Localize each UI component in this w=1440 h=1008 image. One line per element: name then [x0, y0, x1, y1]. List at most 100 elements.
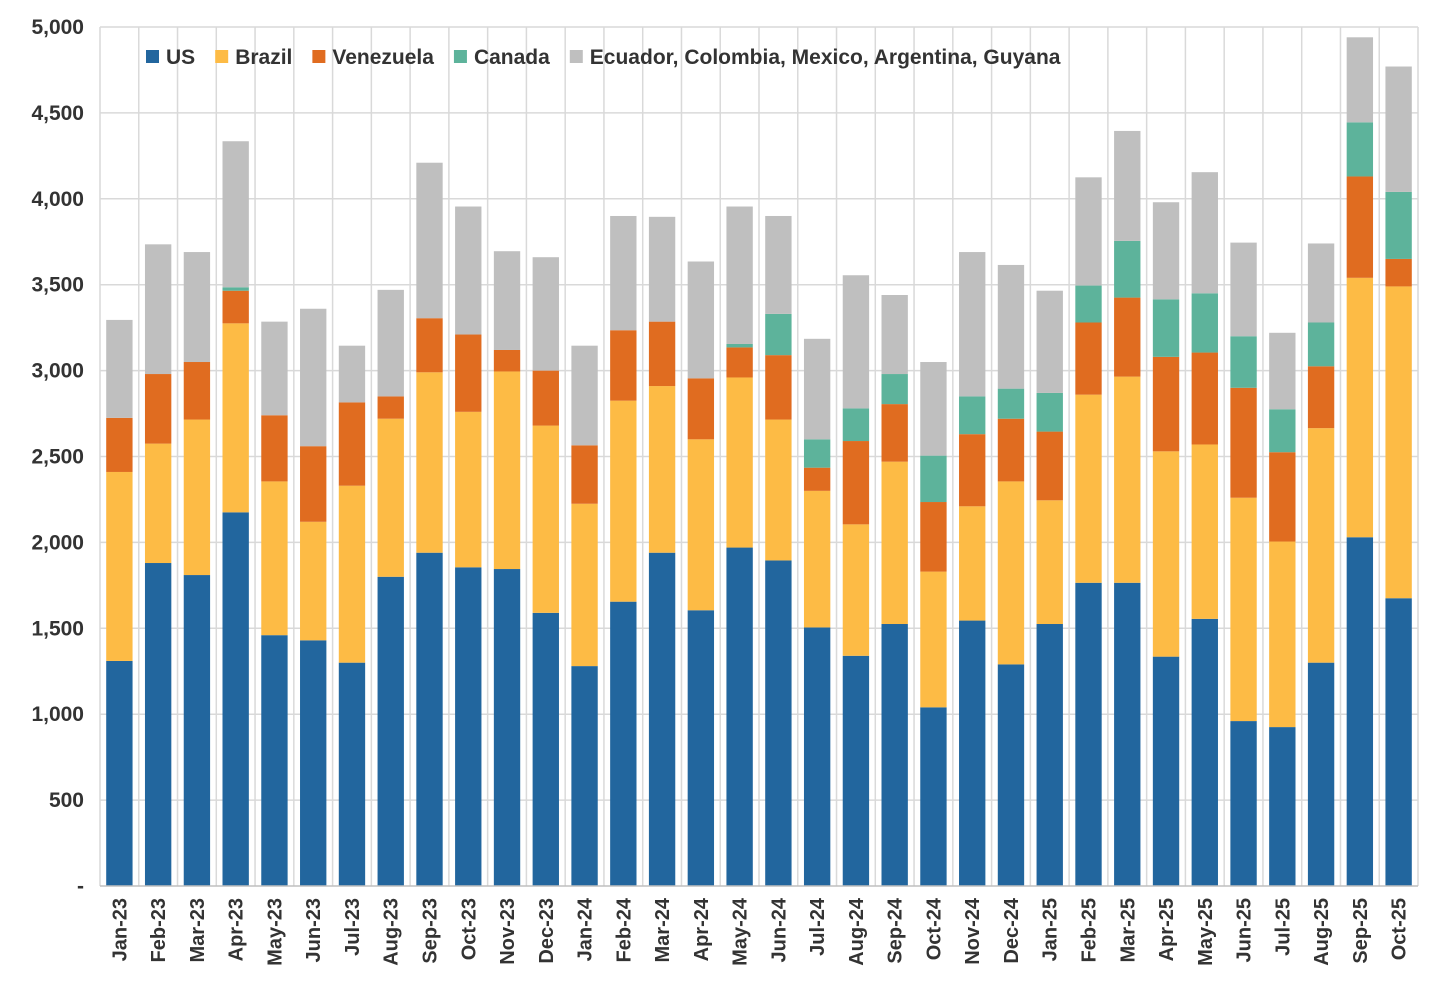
bar-ecuador-jan-25 — [1036, 290, 1063, 393]
bar-ecuador-jul-23 — [338, 345, 366, 403]
bar-venezuela-oct-25 — [1385, 258, 1412, 287]
legend-swatch — [569, 50, 583, 63]
bar-us-jun-25 — [1230, 721, 1257, 886]
x-tick-label: Jan-24 — [575, 897, 597, 961]
bar-ecuador-apr-25 — [1152, 202, 1180, 300]
bar-canada-oct-24 — [920, 455, 947, 503]
bar-brazil-jul-24 — [803, 490, 831, 628]
bars — [106, 37, 1412, 886]
x-tick-label: Apr-24 — [691, 897, 713, 961]
legend-item: Canada — [453, 46, 550, 69]
legend-label: Ecuador, Colombia, Mexico, Argentina, Gu… — [590, 46, 1061, 69]
bar-ecuador-oct-25 — [1385, 66, 1412, 192]
bar-ecuador-may-23 — [261, 321, 288, 416]
x-tick-label: Jan-23 — [109, 898, 131, 961]
bar-us-jul-24 — [803, 627, 831, 886]
bar-brazil-feb-25 — [1075, 394, 1102, 583]
x-tick-label: Jul-24 — [807, 897, 829, 956]
bar-us-dec-23 — [532, 612, 559, 886]
bar-ecuador-jan-23 — [106, 319, 133, 418]
bar-brazil-may-24 — [726, 377, 753, 548]
x-tick-label: Jan-25 — [1040, 898, 1062, 961]
bar-us-may-24 — [726, 547, 753, 886]
bar-ecuador-feb-25 — [1075, 177, 1102, 286]
bar-us-may-25 — [1191, 618, 1218, 886]
bar-canada-jul-25 — [1269, 409, 1296, 453]
bar-venezuela-jun-23 — [300, 446, 327, 522]
bar-ecuador-mar-24 — [648, 216, 676, 322]
bar-brazil-aug-23 — [377, 418, 404, 577]
bar-brazil-oct-24 — [920, 571, 947, 708]
bar-venezuela-may-25 — [1191, 352, 1218, 445]
x-tick-label: Oct-23 — [458, 898, 480, 960]
bar-venezuela-feb-24 — [610, 330, 637, 401]
bar-venezuela-dec-23 — [532, 370, 559, 426]
bar-brazil-may-23 — [261, 481, 288, 636]
bar-brazil-dec-23 — [532, 425, 559, 613]
bar-brazil-may-25 — [1191, 444, 1218, 619]
bar-brazil-jun-23 — [300, 521, 327, 641]
x-tick-label: Dec-23 — [536, 898, 558, 964]
x-tick-label: May-23 — [264, 898, 286, 966]
bar-venezuela-aug-23 — [377, 396, 404, 419]
bar-brazil-apr-24 — [687, 439, 715, 611]
bar-canada-may-24 — [726, 343, 753, 348]
x-tick-label: Jun-24 — [768, 897, 790, 962]
bar-ecuador-aug-25 — [1307, 243, 1335, 323]
bar-canada-jul-24 — [803, 439, 831, 468]
bar-ecuador-jul-25 — [1269, 332, 1296, 410]
y-tick-label: 1,500 — [31, 617, 84, 640]
bar-brazil-jul-23 — [338, 485, 366, 663]
y-tick-label: 3,500 — [31, 274, 84, 297]
bar-venezuela-may-24 — [726, 347, 753, 378]
bar-brazil-sep-25 — [1346, 277, 1374, 538]
bar-us-feb-24 — [610, 601, 637, 886]
bar-venezuela-mar-24 — [648, 321, 676, 387]
bar-brazil-dec-24 — [997, 481, 1025, 665]
bar-brazil-apr-25 — [1152, 451, 1180, 657]
x-tick-label: May-25 — [1195, 898, 1217, 966]
bar-canada-jun-25 — [1230, 336, 1257, 388]
bar-brazil-jan-24 — [571, 503, 598, 667]
bar-brazil-jul-25 — [1269, 541, 1296, 728]
bar-venezuela-apr-25 — [1152, 356, 1180, 452]
x-tick-label: Mar-23 — [187, 898, 209, 962]
bar-ecuador-aug-24 — [842, 275, 870, 409]
x-tick-label: Mar-25 — [1117, 898, 1139, 962]
x-tick-label: Sep-23 — [420, 898, 442, 964]
bar-us-feb-25 — [1075, 582, 1102, 886]
bar-brazil-jan-23 — [106, 471, 133, 661]
bar-ecuador-apr-24 — [687, 261, 715, 379]
bar-ecuador-apr-23 — [222, 141, 249, 288]
legend-swatch — [453, 50, 467, 63]
bar-canada-jan-25 — [1036, 392, 1063, 432]
legend-swatch — [146, 50, 159, 63]
bar-venezuela-feb-23 — [144, 374, 172, 444]
bar-us-nov-24 — [959, 620, 986, 886]
y-tick-label: 2,000 — [31, 531, 84, 554]
bar-ecuador-dec-24 — [997, 264, 1025, 389]
bar-brazil-nov-24 — [959, 506, 986, 621]
x-tick-label: Dec-24 — [1001, 897, 1023, 963]
bar-brazil-feb-24 — [610, 400, 637, 602]
bar-brazil-sep-24 — [881, 461, 908, 625]
x-tick-label: Apr-23 — [226, 898, 248, 961]
x-tick-label: Jun-25 — [1234, 898, 1256, 962]
bar-venezuela-nov-24 — [959, 434, 986, 507]
bar-ecuador-sep-23 — [416, 162, 443, 319]
x-tick-label: Aug-23 — [381, 898, 403, 966]
x-tick-label: Sep-25 — [1350, 898, 1372, 964]
legend-swatch — [312, 50, 326, 63]
bar-venezuela-jan-25 — [1036, 431, 1063, 501]
bar-us-dec-24 — [997, 664, 1025, 886]
bar-venezuela-sep-23 — [416, 318, 443, 373]
bar-ecuador-feb-24 — [610, 215, 637, 331]
bar-us-oct-23 — [455, 567, 482, 886]
bar-venezuela-feb-25 — [1075, 322, 1102, 395]
bar-canada-sep-24 — [881, 374, 908, 405]
x-tick-label: Aug-25 — [1311, 898, 1333, 966]
legend-item: Brazil — [215, 46, 292, 69]
bar-ecuador-aug-23 — [377, 289, 404, 397]
bar-ecuador-may-24 — [726, 206, 753, 344]
